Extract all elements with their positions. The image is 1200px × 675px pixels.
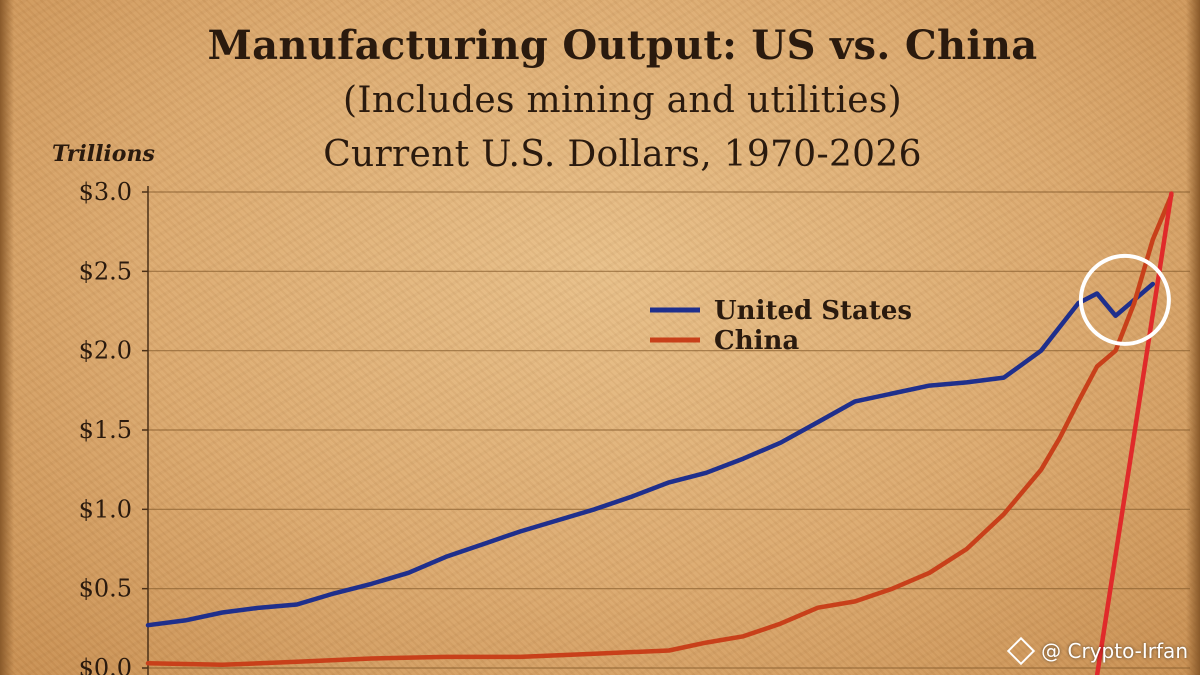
ytick-label-1: $0.5 [79, 575, 132, 603]
ytick-label-5: $2.5 [79, 257, 132, 285]
ytick-label-2: $1.0 [79, 495, 132, 523]
chart-subtitle-units: Current U.S. Dollars, 1970-2026 [323, 134, 922, 175]
ytick-label-3: $1.5 [79, 416, 132, 444]
chart-subtitle: (Includes mining and utilities) [342, 80, 903, 121]
ytick-label-6: $3.0 [79, 178, 132, 206]
paper-edge-left [0, 0, 14, 675]
watermark: @ Crypto-Irfan [1007, 636, 1188, 666]
trend-line-annotation [1094, 191, 1174, 675]
watermark-text: @ Crypto-Irfan [1041, 639, 1188, 663]
diamond-logo-icon [1007, 636, 1036, 666]
ytick-label-4: $2.0 [79, 337, 132, 365]
chart-title: Manufacturing Output: US vs. China [207, 22, 1038, 69]
legend-label-1: China [714, 326, 799, 356]
y-axis-label: Trillions [52, 141, 155, 167]
ytick-label-0: $0.0 [79, 654, 132, 675]
highlight-circle-annotation [1078, 253, 1171, 346]
legend-label-0: United States [714, 296, 912, 326]
series-line-china [145, 192, 1174, 668]
series-line-united-states [145, 281, 1156, 628]
